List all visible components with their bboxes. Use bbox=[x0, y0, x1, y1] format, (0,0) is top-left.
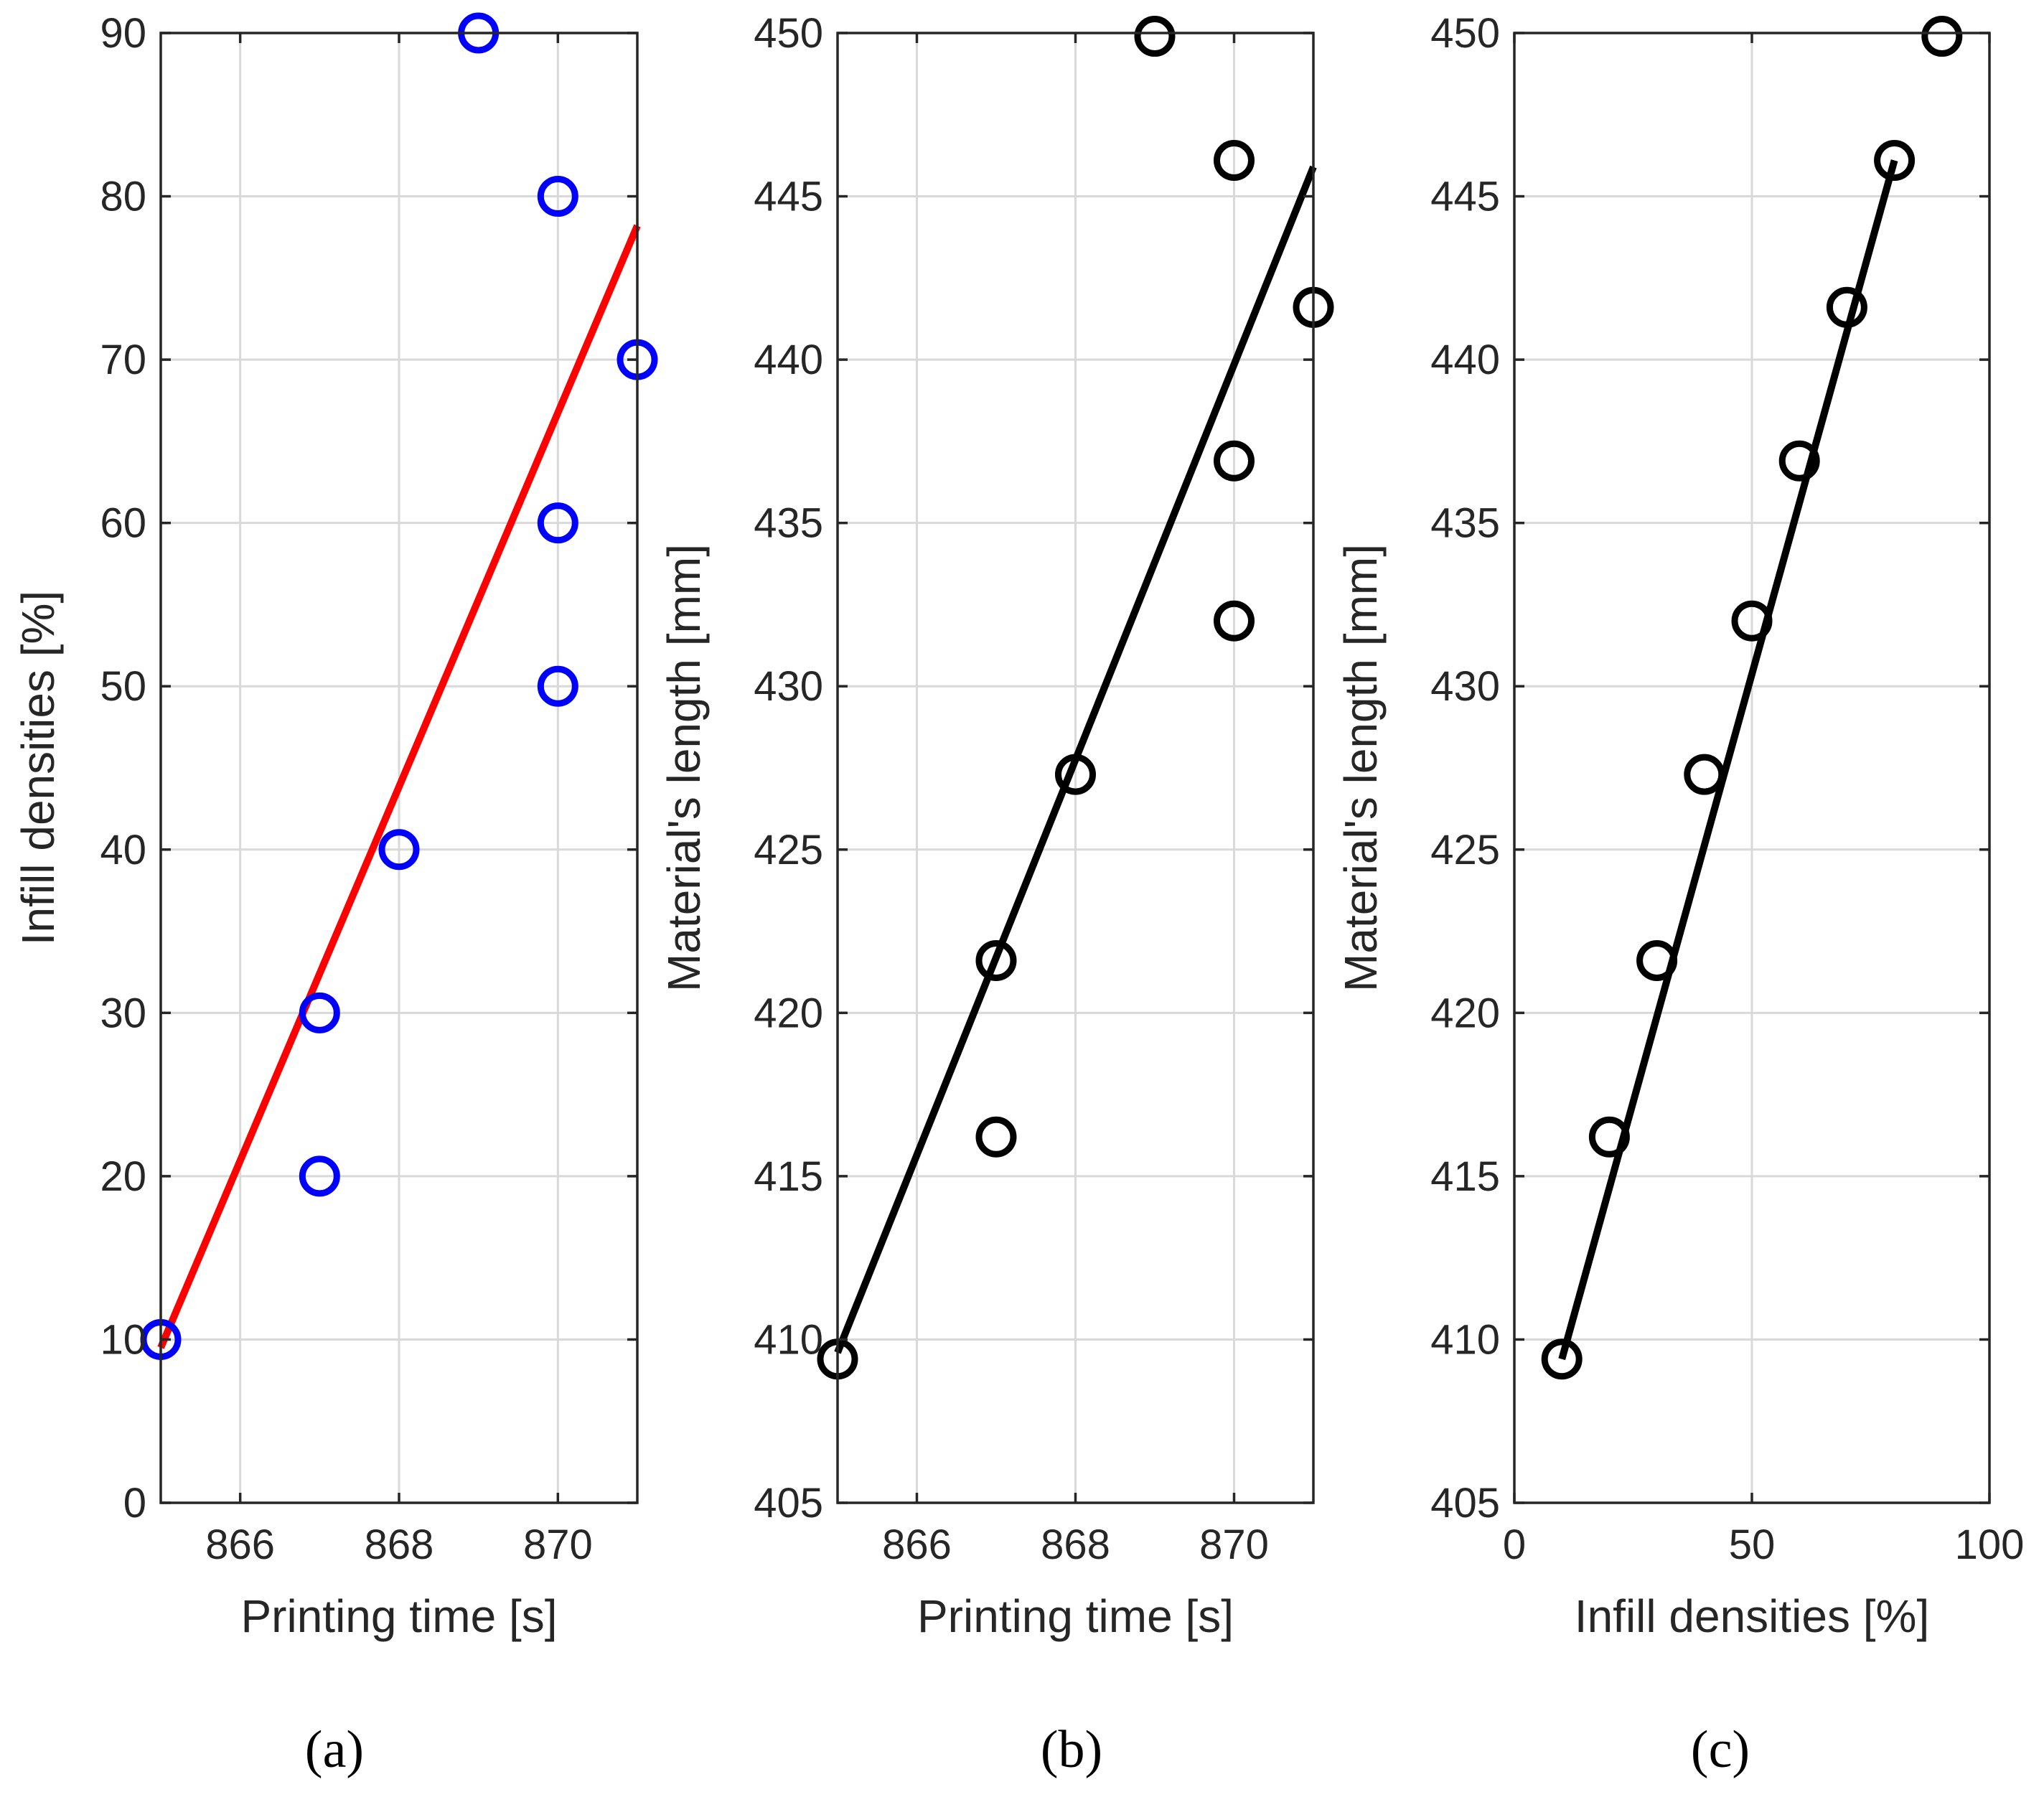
data-point bbox=[1588, 1116, 1630, 1158]
y-tick-label: 435 bbox=[1430, 500, 1500, 547]
y-tick-label: 420 bbox=[754, 990, 823, 1036]
data-point bbox=[537, 665, 578, 707]
data-point bbox=[1214, 440, 1255, 482]
y-tick-label: 430 bbox=[754, 663, 823, 710]
fit-line bbox=[157, 224, 641, 1349]
y-tick-label: 60 bbox=[100, 500, 146, 547]
x-tick-label: 866 bbox=[882, 1521, 952, 1568]
data-point bbox=[1134, 16, 1176, 57]
y-tick-label: 80 bbox=[100, 174, 146, 220]
y-axis-label: Infill densities [%] bbox=[12, 591, 64, 945]
data-point bbox=[1214, 139, 1255, 181]
data-point bbox=[1214, 600, 1255, 642]
y-tick-label: 410 bbox=[1430, 1316, 1500, 1363]
y-tick-label: 450 bbox=[1430, 10, 1500, 57]
y-tick-label: 440 bbox=[754, 337, 823, 383]
data-point bbox=[1636, 940, 1678, 982]
y-tick-label: 410 bbox=[754, 1316, 823, 1363]
y-tick-label: 415 bbox=[754, 1153, 823, 1200]
y-tick-label: 70 bbox=[100, 337, 146, 383]
x-tick-label: 870 bbox=[523, 1521, 593, 1568]
data-point bbox=[1731, 600, 1773, 642]
y-tick-label: 50 bbox=[100, 663, 146, 710]
x-axis-label: Printing time [s] bbox=[917, 1590, 1234, 1642]
data-point bbox=[537, 176, 578, 217]
y-tick-label: 445 bbox=[1430, 174, 1500, 220]
data-point bbox=[975, 940, 1017, 982]
y-tick-label: 0 bbox=[123, 1480, 146, 1526]
y-tick-label: 20 bbox=[100, 1153, 146, 1200]
y-tick-label: 405 bbox=[1430, 1480, 1500, 1526]
x-tick-label: 868 bbox=[365, 1521, 434, 1568]
x-tick-label: 866 bbox=[205, 1521, 275, 1568]
panel-a: 866 868 870 0 10 20 30 40 50 60 70 80 90 Printing tim… bbox=[12, 10, 658, 1779]
panel-label: (a) bbox=[305, 1720, 364, 1779]
y-tick-label: 435 bbox=[754, 500, 823, 547]
y-tick-label: 415 bbox=[1430, 1153, 1500, 1200]
data-point bbox=[537, 502, 578, 544]
y-tick-label: 10 bbox=[100, 1316, 146, 1363]
y-tick-label: 90 bbox=[100, 10, 146, 57]
x-tick-label: 0 bbox=[1503, 1521, 1526, 1568]
y-tick-label: 40 bbox=[100, 827, 146, 873]
data-point bbox=[378, 829, 420, 871]
x-tick-label: 100 bbox=[1955, 1521, 2025, 1568]
data-point bbox=[1684, 754, 1725, 795]
data-point bbox=[299, 1155, 340, 1197]
y-tick-label: 445 bbox=[754, 174, 823, 220]
data-point bbox=[299, 992, 340, 1033]
x-axis-label: Printing time [s] bbox=[240, 1590, 557, 1642]
y-tick-label: 450 bbox=[754, 10, 823, 57]
x-tick-label: 868 bbox=[1041, 1521, 1110, 1568]
y-axis-label: Material's length [mm] bbox=[658, 544, 710, 992]
panel-label: (c) bbox=[1691, 1720, 1750, 1779]
fit-line bbox=[1558, 159, 1898, 1361]
data-point bbox=[1778, 440, 1820, 482]
data-point bbox=[1541, 1338, 1583, 1380]
data-point bbox=[1055, 754, 1096, 795]
x-tick-label: 870 bbox=[1199, 1521, 1269, 1568]
y-tick-label: 405 bbox=[754, 1480, 823, 1526]
panel-c: 0 50 100 405 410 415 420 425 430 435 440 445 450 Infi… bbox=[1335, 10, 2024, 1779]
data-point bbox=[1826, 286, 1867, 328]
panel-b: 866 868 870 405 410 415 420 425 430 435 440 445 450 P… bbox=[658, 10, 1334, 1779]
x-tick-label: 50 bbox=[1729, 1521, 1776, 1568]
y-tick-label: 430 bbox=[1430, 663, 1500, 710]
y-tick-label: 425 bbox=[1430, 827, 1500, 873]
data-point bbox=[975, 1116, 1017, 1158]
y-tick-label: 425 bbox=[754, 827, 823, 873]
x-axis-label: Infill densities [%] bbox=[1575, 1590, 1929, 1642]
y-tick-label: 30 bbox=[100, 990, 146, 1036]
data-point bbox=[1874, 139, 1916, 181]
y-tick-label: 420 bbox=[1430, 990, 1500, 1036]
data-point bbox=[1921, 16, 1963, 57]
panel-label: (b) bbox=[1041, 1720, 1102, 1779]
y-tick-label: 440 bbox=[1430, 337, 1500, 383]
y-axis-label: Material's length [mm] bbox=[1335, 544, 1387, 992]
